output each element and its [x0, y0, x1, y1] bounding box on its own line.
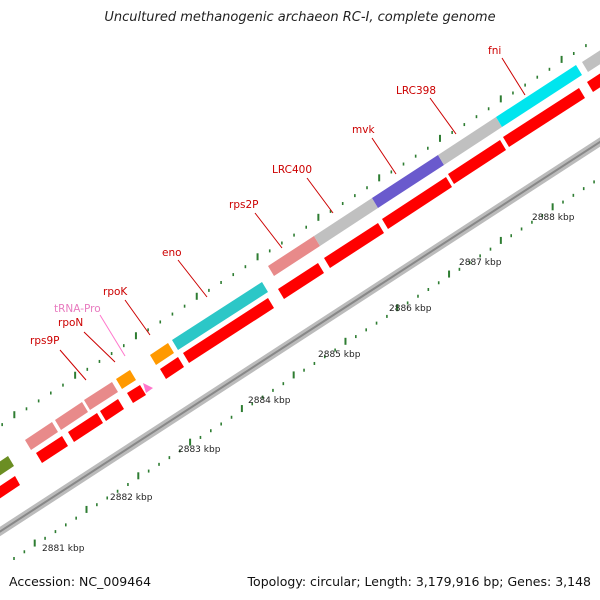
cds-strand: [0, 73, 600, 499]
gene-label-trna-pro: tRNA-Pro: [54, 303, 101, 315]
cds-arrow: [382, 177, 452, 229]
feature-mvk: [372, 155, 444, 208]
cds-arrow: [36, 436, 68, 463]
gene-label-lrc398: LRC398: [396, 85, 436, 97]
feature-orange-a: [116, 370, 136, 389]
gene-label-rps9p: rps9P: [30, 335, 59, 347]
gene-label-eno: eno: [162, 247, 182, 259]
ruler-label: 2885 kbp: [318, 350, 361, 360]
ruler-label: 2882 kbp: [110, 493, 153, 503]
feature-rps9p-b: [55, 402, 88, 430]
topology-label: Topology:: [247, 574, 307, 589]
length-label: Length:: [364, 574, 412, 589]
genome-summary: Topology: circular; Length: 3,179,916 bp…: [247, 574, 591, 589]
feature-fni: [496, 65, 582, 127]
gene-label-fni: fni: [488, 45, 501, 57]
feature-orange-b: [150, 343, 174, 365]
gene-label-rpon: rpoN: [58, 317, 83, 329]
feature-gray-end: [582, 50, 600, 72]
accession-label: Accession:: [9, 574, 76, 589]
cds-arrow: [324, 223, 384, 268]
cds-arrow: [183, 298, 274, 363]
cds-arrow: [160, 357, 184, 379]
cds-arrow: [100, 399, 124, 421]
genome-backbone: [0, 137, 600, 537]
feature-tick-row: [1, 44, 587, 427]
ruler-label: 2886 kbp: [389, 304, 432, 314]
feature-olive: [0, 456, 14, 476]
cds-arrow: [503, 88, 585, 147]
ruler-labels: 2881 kbp 2882 kbp 2883 kbp 2884 kbp 2885…: [42, 213, 575, 554]
feature-lrc398: [438, 117, 502, 165]
feature-rps9p-a: [25, 422, 58, 450]
genes-value: 3,148: [555, 574, 591, 589]
feature-rps2p: [268, 236, 320, 276]
topology-value: circular: [310, 574, 357, 589]
feature-lrc400: [314, 198, 378, 246]
gene-label-rpok: rpoK: [103, 286, 128, 298]
cds-arrow: [278, 263, 324, 299]
cds-arrow: [448, 140, 506, 184]
cds-arrow: [587, 73, 600, 92]
feature-eno: [172, 282, 268, 350]
ruler-label: 2888 kbp: [532, 213, 575, 223]
feature-strand: [0, 50, 600, 476]
cds-arrow: [0, 476, 20, 499]
ruler-label: 2884 kbp: [248, 396, 291, 406]
label-leaders: [59, 57, 526, 381]
ruler-tick-row: [13, 180, 595, 560]
ruler-label: 2883 kbp: [178, 445, 221, 455]
ruler-label: 2881 kbp: [42, 544, 85, 554]
accession-value: NC_009464: [79, 574, 152, 589]
cds-arrow: [127, 385, 146, 403]
gene-label-lrc400: LRC400: [272, 164, 312, 176]
genes-label: Genes:: [507, 574, 552, 589]
map-title: Uncultured methanogenic archaeon RC-I, c…: [104, 10, 496, 25]
cds-arrow: [68, 413, 103, 442]
ruler-label: 2887 kbp: [459, 258, 502, 268]
gene-labels: rps9P rpoN tRNA-Pro rpoK eno rps2P LRC40…: [30, 45, 501, 347]
feature-rpon: [84, 382, 118, 410]
gene-label-rps2p: rps2P: [229, 199, 258, 211]
length-value: 3,179,916 bp: [415, 574, 500, 589]
gene-label-mvk: mvk: [352, 124, 375, 136]
feature-trna: [143, 383, 153, 393]
accession-text: Accession: NC_009464: [9, 574, 151, 589]
